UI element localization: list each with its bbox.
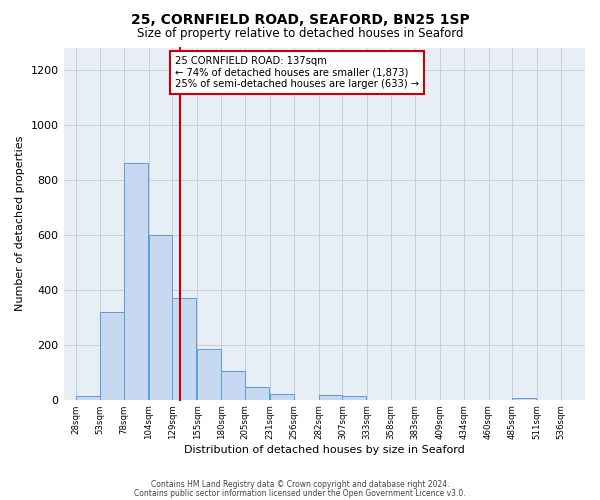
Text: Contains HM Land Registry data © Crown copyright and database right 2024.: Contains HM Land Registry data © Crown c… [151, 480, 449, 489]
Bar [124, 163, 148, 400]
Bar [149, 234, 172, 400]
Bar [512, 398, 536, 400]
Y-axis label: Number of detached properties: Number of detached properties [15, 136, 25, 312]
Text: Contains public sector information licensed under the Open Government Licence v3: Contains public sector information licen… [134, 488, 466, 498]
Bar [221, 371, 245, 400]
Bar [319, 395, 343, 400]
Bar [343, 396, 366, 400]
X-axis label: Distribution of detached houses by size in Seaford: Distribution of detached houses by size … [184, 445, 464, 455]
Bar [100, 312, 124, 400]
Bar [172, 298, 196, 400]
Text: Size of property relative to detached houses in Seaford: Size of property relative to detached ho… [137, 28, 463, 40]
Bar [197, 349, 221, 400]
Bar [76, 396, 100, 400]
Text: 25, CORNFIELD ROAD, SEAFORD, BN25 1SP: 25, CORNFIELD ROAD, SEAFORD, BN25 1SP [131, 12, 469, 26]
Bar [245, 386, 269, 400]
Bar [270, 394, 294, 400]
Text: 25 CORNFIELD ROAD: 137sqm
← 74% of detached houses are smaller (1,873)
25% of se: 25 CORNFIELD ROAD: 137sqm ← 74% of detac… [175, 56, 419, 89]
